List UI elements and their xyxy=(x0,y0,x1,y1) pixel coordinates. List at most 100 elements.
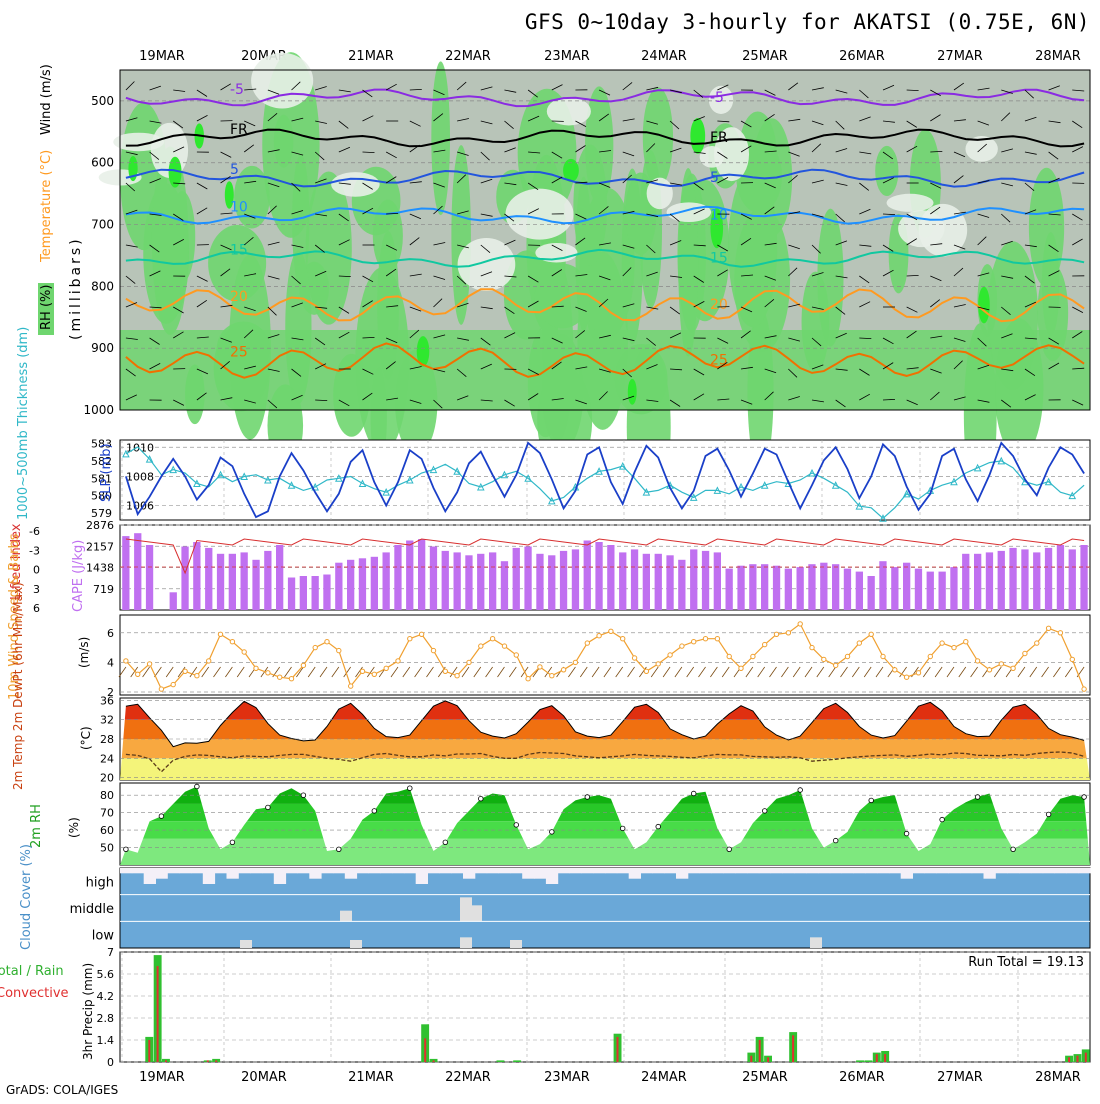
cape-bar xyxy=(962,554,969,610)
wind10m-point xyxy=(514,653,518,657)
wind10m-point xyxy=(727,654,731,658)
rh2m-point xyxy=(762,809,767,814)
cape-bar xyxy=(927,572,934,610)
cape-bar xyxy=(844,569,851,610)
wind10m-point xyxy=(550,674,554,678)
slp-tick: 1008 xyxy=(126,470,154,483)
rh2m-point xyxy=(301,793,306,798)
rh-dry-area xyxy=(667,202,712,222)
wind10m-point xyxy=(692,640,696,644)
precip-tick: 0 xyxy=(107,1056,114,1069)
cloud-high-gap xyxy=(1031,868,1043,873)
wind10m-point xyxy=(845,654,849,658)
wind10m-point xyxy=(136,672,140,676)
rh2m-point xyxy=(550,830,555,835)
cloud-high-gap xyxy=(593,868,605,873)
wind10m-point xyxy=(396,659,400,663)
isotherm-label: 15 xyxy=(710,251,728,267)
rh2m-point xyxy=(585,795,590,800)
cape-bar xyxy=(406,541,413,611)
precip-convective-bar xyxy=(876,1054,878,1062)
bottom-day-label: 25MAR xyxy=(742,1070,788,1085)
wind10m-tick: 6 xyxy=(107,627,114,640)
cape-bar xyxy=(690,549,697,610)
wind10m-point xyxy=(124,659,128,663)
top-day-label: 24MAR xyxy=(641,49,687,64)
pressure-axis-label: (millibars) xyxy=(68,236,84,340)
cloud-high-gap xyxy=(924,868,936,873)
cloud-high-gap xyxy=(203,868,215,884)
precip-run-total: Run Total = 19.13 xyxy=(968,955,1084,970)
bottom-day-label: 21MAR xyxy=(348,1070,394,1085)
cape-bar xyxy=(595,542,602,610)
rh2m-tick: 60 xyxy=(100,824,114,837)
cloud-level-label: low xyxy=(92,929,115,944)
cape-bar xyxy=(749,564,756,610)
isotherm-label: 5 xyxy=(230,162,239,178)
cape-bar xyxy=(832,564,839,610)
wind10m-point xyxy=(916,671,920,675)
rh-saturated-area xyxy=(978,287,990,324)
cloud-high-gap xyxy=(771,868,783,873)
cape-bar xyxy=(300,576,307,610)
temp2m-tick: 28 xyxy=(100,733,114,746)
cloud-high-gap xyxy=(948,868,960,873)
top-day-label: 25MAR xyxy=(742,49,788,64)
precip-convective-bar xyxy=(884,1054,886,1062)
wind10m-point xyxy=(230,640,234,644)
cloud-high-gap xyxy=(664,868,676,873)
grads-credit: GrADS: COLA/IGES xyxy=(6,1083,118,1097)
wind10m-point xyxy=(408,637,412,641)
cape-bar xyxy=(465,555,472,610)
wind10m-point xyxy=(573,660,577,664)
cape-bar xyxy=(394,545,401,610)
wind10m-point xyxy=(218,632,222,636)
bottom-day-label: 27MAR xyxy=(937,1070,983,1085)
cloud-high-gap xyxy=(534,868,546,879)
cloud-high-gap xyxy=(368,868,380,873)
wind10m-point xyxy=(774,632,778,636)
precip-convective-bar xyxy=(750,1056,752,1062)
precip-tick: 5.6 xyxy=(97,968,115,981)
cloud-high-gap xyxy=(700,868,712,873)
isotherm-label: FR xyxy=(710,130,728,146)
rh-dry-area xyxy=(251,53,313,109)
rh-low-layer xyxy=(120,330,1090,410)
wind10m-point xyxy=(1070,657,1074,661)
cape-bar xyxy=(856,572,863,610)
cloud-high-gap xyxy=(877,868,889,873)
wind10m-point xyxy=(384,666,388,670)
rh2m-tick: 80 xyxy=(100,789,114,802)
cloud-high-gap xyxy=(487,868,499,873)
rh2m-point xyxy=(727,847,732,852)
cloud-high-gap xyxy=(191,868,203,873)
precip-total-bar xyxy=(864,1060,872,1062)
wind10m-point xyxy=(159,687,163,691)
wind10m-point xyxy=(597,634,601,638)
temp2m-tick: 20 xyxy=(100,772,114,785)
profile-y-tick: 800 xyxy=(91,279,114,293)
wind10m-point xyxy=(928,654,932,658)
top-day-label: 27MAR xyxy=(937,49,983,64)
rh2m-point xyxy=(975,795,980,800)
cape-bar xyxy=(146,545,153,610)
precip-total-bar xyxy=(856,1060,864,1062)
temperature-axis-label: Temperature (°C) xyxy=(39,150,54,263)
wind10m-point xyxy=(751,654,755,658)
cape-bar xyxy=(1021,549,1028,610)
cape-bar xyxy=(726,569,733,610)
rh2m-point xyxy=(195,784,200,789)
cloud-high-gap xyxy=(818,868,830,873)
cloud-high-gap xyxy=(120,868,132,873)
cloud-gap xyxy=(810,937,822,948)
cloud-high-gap xyxy=(688,868,700,873)
cape-bar xyxy=(572,549,579,610)
cloud-high-gap xyxy=(830,868,842,873)
lifted-index-tick: 0 xyxy=(33,564,40,577)
wind10m-point xyxy=(419,632,423,636)
cape-bar xyxy=(217,554,224,610)
cape-bar xyxy=(879,561,886,610)
rh2m-point xyxy=(940,817,945,822)
cape-bar xyxy=(122,536,129,610)
